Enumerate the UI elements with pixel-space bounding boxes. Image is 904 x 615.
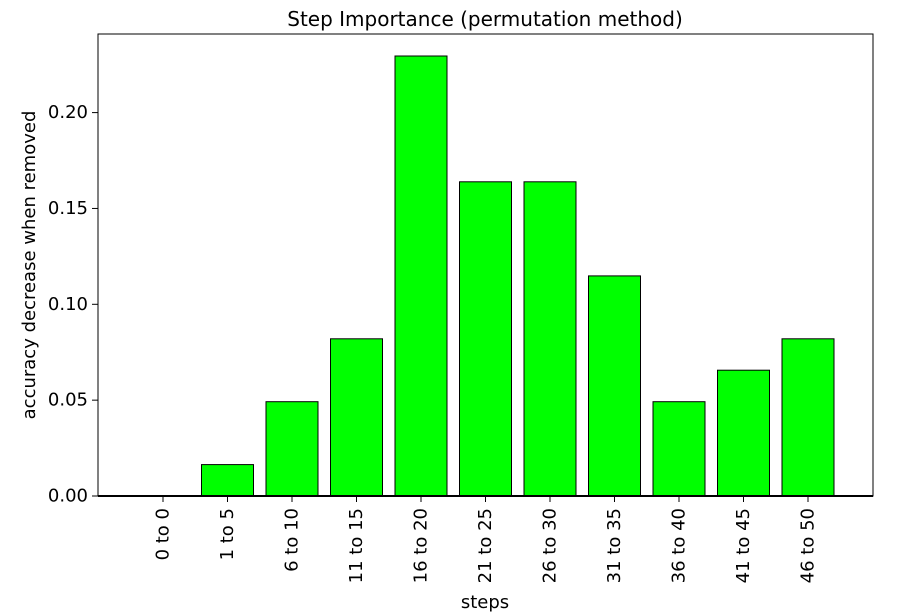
y-axis-label: accuracy decrease when removed	[19, 111, 40, 420]
y-tick-label-2: 0.10	[48, 294, 88, 315]
x-tick-label-2: 6 to 10	[282, 508, 303, 572]
x-tick-label-4: 16 to 20	[411, 508, 432, 583]
x-tick-label-9: 41 to 45	[733, 508, 754, 583]
y-tick-label-4: 0.20	[48, 102, 88, 123]
x-axis-label: steps	[461, 592, 509, 613]
bar-7	[588, 275, 641, 497]
bar-10	[781, 338, 835, 497]
bar-9	[717, 369, 770, 497]
chart-title: Step Importance (permutation method)	[287, 7, 683, 31]
y-tick-label-0: 0.00	[48, 486, 88, 507]
bar-6	[523, 181, 577, 497]
y-axis: 0.00 0.05 0.10 0.15 0.20	[48, 102, 98, 507]
x-tick-label-5: 21 to 25	[475, 508, 496, 583]
bar-3	[330, 338, 383, 497]
bar-5	[459, 181, 512, 497]
bar-4	[394, 55, 448, 497]
x-tick-label-6: 26 to 30	[540, 508, 561, 583]
y-tick-label-1: 0.05	[48, 390, 88, 411]
bar-2	[265, 401, 319, 497]
x-tick-label-3: 11 to 15	[346, 508, 367, 583]
y-tick-label-3: 0.15	[48, 198, 88, 219]
bar-1	[201, 464, 254, 497]
bar-8	[652, 401, 706, 497]
x-tick-label-0: 0 to 0	[153, 508, 174, 560]
bars-group	[201, 55, 835, 497]
x-tick-label-8: 36 to 40	[669, 508, 690, 583]
x-tick-label-1: 1 to 5	[217, 508, 238, 560]
x-axis: 0 to 0 1 to 5 6 to 10 11 to 15 16 to 20 21 to…	[153, 496, 819, 583]
x-tick-label-7: 31 to 35	[604, 508, 625, 583]
x-tick-label-10: 46 to 50	[798, 508, 819, 583]
